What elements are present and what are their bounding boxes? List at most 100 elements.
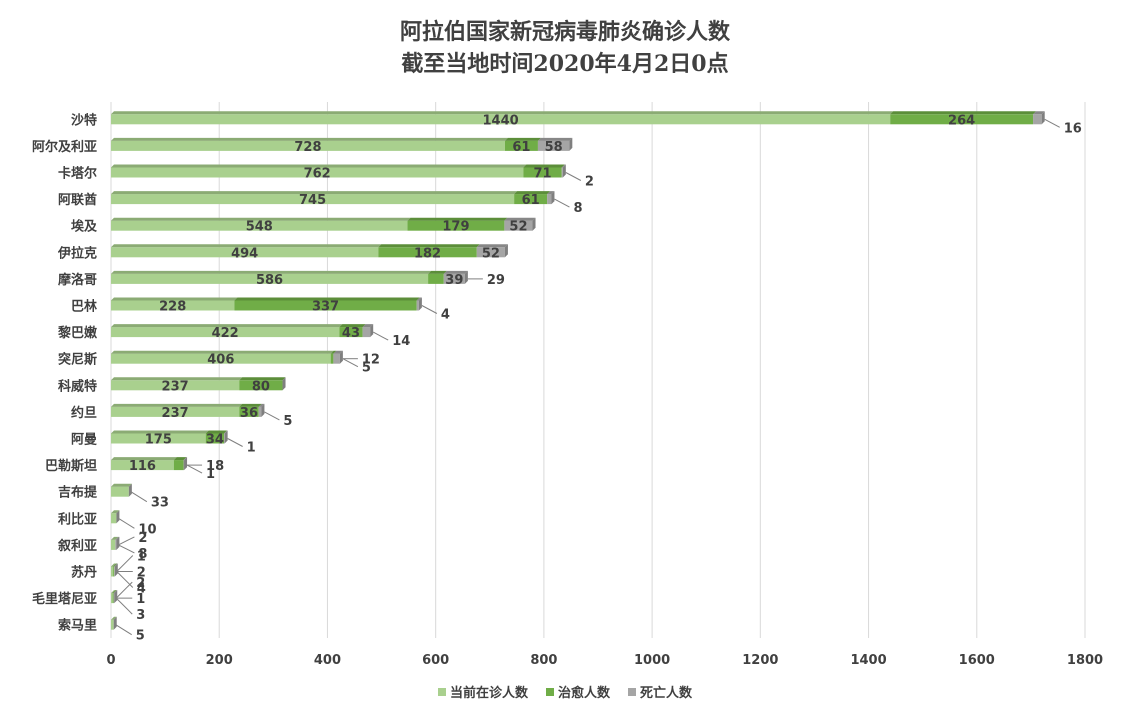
bar-end-face [184,457,188,471]
data-label: 494 [231,246,258,261]
bar-segment [112,593,114,604]
legend-swatch [545,687,554,696]
bar-segment-top [258,403,265,407]
bar-segment-top [224,430,228,434]
x-tick-label: 1000 [634,653,670,668]
data-label: 586 [256,273,283,288]
bar-segment [113,566,115,577]
leader-line [227,438,243,447]
leader-line [130,491,148,503]
legend-label: 死亡人数 [640,686,693,701]
data-label: 2 [136,576,145,591]
bar-segment [111,140,505,151]
bar-segment-top [111,270,432,274]
legend-swatch [437,687,446,696]
leader-line [115,624,132,636]
bar-end-face [113,616,117,630]
legend-label: 当前在诊人数 [449,686,528,701]
bar-segment-top [476,244,508,248]
data-label: 8 [573,201,582,216]
data-label: 228 [159,300,186,315]
data-label: 29 [487,273,505,288]
bar-segment [111,593,113,604]
category-label: 约旦 [71,405,97,421]
bar-segment [561,167,563,178]
leader-line [118,517,135,529]
bar-end-face [464,270,468,284]
bar-segment-top [111,244,382,248]
bar-segment-top [239,403,262,407]
category-label: 埃及 [71,219,98,235]
data-label: 34 [206,433,224,448]
data-label: 175 [145,433,172,448]
category-label: 摩洛哥 [58,272,97,288]
bar-end-face [339,350,343,364]
bar-segment [111,406,240,417]
data-label: 548 [246,220,273,235]
category-label: 毛里塔尼亚 [32,591,97,607]
x-tick-label: 800 [530,653,557,668]
bar-segment-top [239,377,286,381]
bar-segment-top [183,457,188,461]
data-label: 182 [414,246,441,261]
bar-segment [1033,114,1042,125]
bar-segment [111,539,116,550]
bar-segment [239,380,283,391]
data-label: 422 [212,326,239,341]
category-label: 巴林 [71,299,97,315]
bar-segment-top [113,563,118,567]
bar-segment-top [111,616,117,620]
bar-segment [111,167,524,178]
x-tick-label: 600 [422,653,449,668]
bar-segment-top [333,350,343,354]
data-label: 43 [342,326,360,341]
bar-segment-top [111,403,243,407]
bar-segment [111,327,340,338]
bar-segment [173,460,184,471]
bar-segment-top [428,270,447,274]
bar-segment-top [111,191,518,195]
leader-line [421,305,438,314]
category-label: 科威特 [58,378,97,394]
leader-line [115,581,133,599]
leader-line [565,172,582,181]
bar-segment-top [362,324,374,328]
legend-item: 当前在诊人数 [437,682,528,701]
category-label: 阿曼 [71,433,97,448]
bar-segment-top [113,590,118,594]
data-label: 52 [509,220,527,235]
bar-segment [205,433,225,444]
bar-segment-top [1033,111,1045,115]
data-label: 2 [585,175,594,190]
bar-end-face [370,324,374,338]
bar-segment [115,539,117,550]
data-label: 745 [299,193,326,208]
bar-segment-top [504,217,536,221]
bar-segment [330,353,334,364]
leader-line [118,536,135,546]
bar-segment [514,194,548,205]
bar-segment [111,300,235,311]
leader-line [115,597,133,615]
bar-segment [224,433,225,444]
leader-line [118,544,135,554]
category-label: 巴勒斯坦 [45,458,97,474]
leader-line [554,198,570,208]
data-label: 71 [533,167,551,182]
bar-segment-top [111,483,132,487]
x-tick-label: 1600 [959,653,995,668]
data-label: 36 [240,406,258,421]
bar-segment-top [234,297,420,301]
x-tick-label: 1200 [742,653,778,668]
bar-segment [523,167,562,178]
bar-end-face [1041,111,1045,125]
bar-segment-top [537,137,573,141]
bar-segment [378,247,477,258]
data-label: 8 [138,547,147,562]
bar-segment [416,300,419,311]
bar-segment [547,194,552,205]
bar-segment [183,460,185,471]
data-label: 237 [162,379,189,394]
bar-end-face [114,590,118,604]
